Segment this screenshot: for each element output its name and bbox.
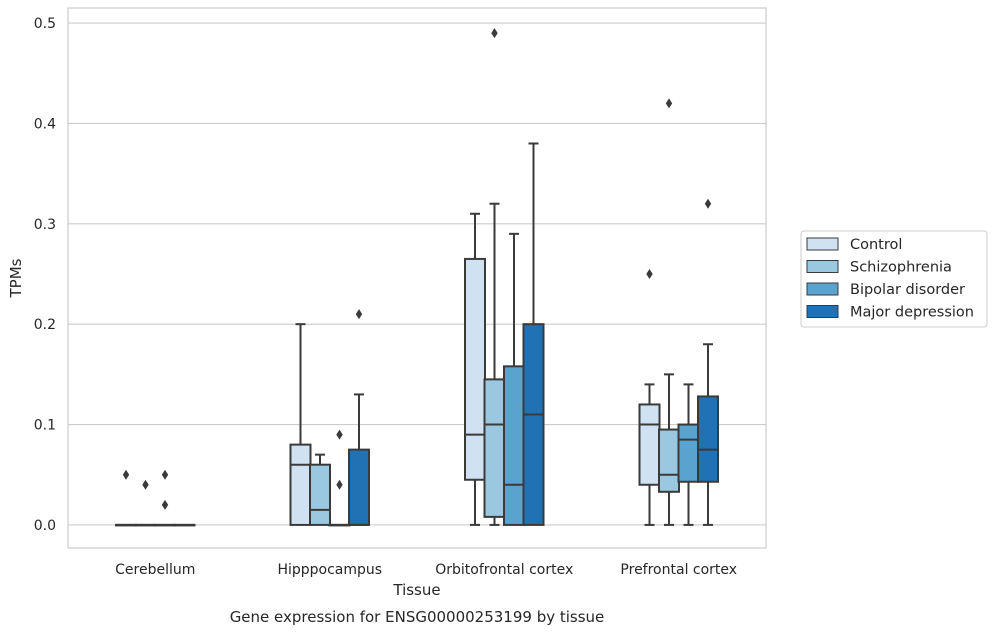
y-tick-label: 0.1: [34, 418, 56, 434]
outlier-point: [336, 429, 343, 440]
box-body: [677, 423, 700, 483]
x-tick-label: Cerebellum: [115, 562, 195, 578]
box-schizophrenia: [658, 98, 680, 526]
y-axis-title: TPMs: [7, 258, 25, 298]
outlier-point: [355, 309, 363, 320]
y-tick-label: 0.5: [34, 16, 56, 32]
legend-frame: [800, 230, 988, 328]
box-schizophrenia: [483, 28, 506, 526]
box-body: [483, 378, 506, 518]
box-bipolar-disorder: [677, 383, 700, 526]
chart-caption: Gene expression for ENSG00000253199 by t…: [230, 608, 605, 626]
box-control: [638, 268, 661, 526]
outlier-point: [122, 469, 130, 480]
box-body: [348, 448, 370, 526]
box-body: [309, 463, 331, 526]
box-body: [658, 428, 680, 493]
box-body: [638, 403, 661, 486]
box-plot-marks: [115, 28, 719, 527]
y-tick-label: 0.2: [34, 317, 56, 333]
outlier-point: [161, 499, 169, 510]
outlier-point: [142, 479, 149, 490]
box-control: [115, 469, 137, 527]
outlier-point: [336, 479, 343, 490]
outlier-point: [704, 198, 712, 209]
legend-swatch: [806, 260, 839, 273]
box-schizophrenia: [309, 453, 331, 526]
box-body: [697, 395, 719, 483]
box-major-depression: [697, 198, 719, 526]
y-tick-label: 0.0: [34, 518, 56, 534]
outlier-point: [161, 469, 169, 480]
box-bipolar-disorder: [154, 469, 176, 527]
y-tick-label: 0.4: [34, 116, 56, 132]
box-major-depression: [348, 309, 370, 526]
y-tick-labels: 0.0 0.1 0.2 0.3 0.4 0.5: [34, 16, 56, 534]
outlier-point: [665, 98, 673, 109]
outlier-point: [646, 268, 653, 279]
legend-swatch: [806, 282, 839, 296]
box-bipolar-disorder: [503, 232, 525, 526]
legend-label: Bipolar disorder: [850, 282, 965, 298]
box-bipolar-disorder: [328, 429, 351, 527]
x-tick-label: Hipppocampus: [277, 562, 382, 578]
y-tick-label: 0.3: [34, 217, 56, 233]
legend: Control Schizophrenia Bipolar disorder Majo…: [800, 230, 988, 328]
box-body: [503, 365, 525, 526]
x-axis-title: Tissue: [392, 581, 440, 599]
x-tick-label: Orbitofrontal cortex: [435, 562, 573, 578]
legend-swatch: [806, 237, 839, 251]
legend-label: Major depression: [850, 305, 974, 321]
box-control: [464, 212, 486, 526]
box-major-depression: [522, 142, 545, 526]
box-body: [464, 257, 486, 481]
legend-swatch: [806, 305, 839, 318]
box-body: [289, 443, 312, 526]
legend-label: Schizophrenia: [850, 260, 952, 276]
box-body: [522, 323, 545, 526]
x-tick-labels: Cerebellum Hipppocampus Orbitofrontal cort…: [115, 562, 737, 578]
box-control: [289, 323, 312, 526]
box-schizophrenia: [134, 479, 157, 527]
box-major-depression: [173, 523, 196, 527]
x-tick-label: Prefrontal cortex: [620, 562, 737, 578]
legend-label: Control: [850, 237, 902, 253]
plot-area-frame: [67, 7, 767, 549]
outlier-point: [491, 28, 498, 39]
